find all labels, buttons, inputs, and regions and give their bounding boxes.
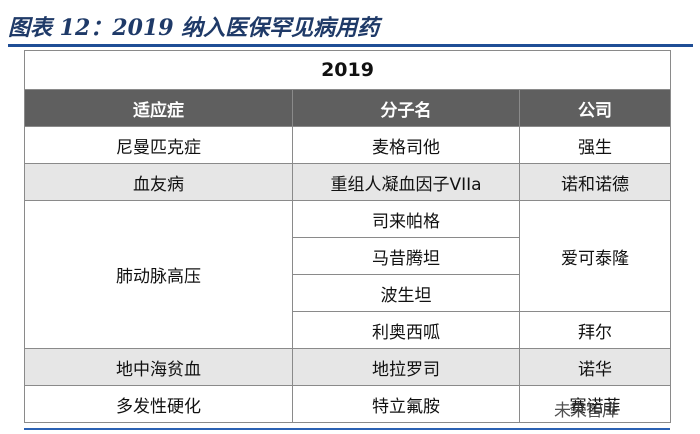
- table-row: 尼曼匹克症 麦格司他 强生: [24, 126, 672, 164]
- company-cell: 赛诺菲: [518, 385, 672, 423]
- molecule-cell: 马昔腾坦: [292, 237, 520, 275]
- column-header-molecule: 分子名: [292, 89, 520, 127]
- table-row: 地中海贫血 地拉罗司 诺华: [24, 348, 672, 386]
- company-cell: 强生: [518, 126, 672, 164]
- molecule-cell: 利奥西呱: [292, 311, 520, 349]
- molecule-cell: 地拉罗司: [292, 348, 520, 386]
- column-header-company: 公司: [518, 89, 672, 127]
- company-cell: 诺华: [518, 348, 672, 386]
- company-cell: 拜尔: [518, 311, 672, 349]
- molecule-cell: 波生坦: [292, 274, 520, 312]
- table-row: 多发性硬化 特立氟胺 赛诺菲: [24, 385, 672, 423]
- table-row: 肺动脉高压 司来帕格 爱可泰隆: [24, 200, 672, 349]
- rare-disease-drug-table: 2019 适应症 分子名 公司 尼曼匹克症 麦格司他 强生 血友病 重组人凝血因…: [23, 50, 672, 423]
- indication-cell: 血友病: [24, 163, 293, 201]
- table-row: 血友病 重组人凝血因子VIIa 诺和诺德: [24, 163, 672, 201]
- company-cell: 诺和诺德: [518, 163, 672, 201]
- table-row: 波生坦: [25, 274, 671, 312]
- table-row: 利奥西呱 拜尔: [25, 311, 672, 349]
- indication-cell: 肺动脉高压: [24, 200, 293, 349]
- molecule-cell: 重组人凝血因子VIIa: [292, 163, 520, 201]
- company-cell: 爱可泰隆: [518, 200, 672, 312]
- title-rule: [8, 44, 693, 47]
- table-row: 马昔腾坦: [25, 237, 671, 275]
- bottom-rule: [24, 428, 670, 430]
- indication-cell: 地中海贫血: [24, 348, 293, 386]
- molecule-cell: 麦格司他: [292, 126, 520, 164]
- molecule-cell: 特立氟胺: [292, 385, 520, 423]
- figure-title: 图表 12：2019 纳入医保罕见病用药: [8, 15, 380, 41]
- indication-cell: 尼曼匹克症: [24, 126, 293, 164]
- indication-cell: 多发性硬化: [24, 385, 293, 423]
- column-header-indication: 适应症: [24, 89, 293, 127]
- watermark-logo: 未来智库: [554, 401, 619, 421]
- molecule-cell: 司来帕格: [292, 200, 520, 238]
- table-year-header: 2019: [23, 50, 672, 90]
